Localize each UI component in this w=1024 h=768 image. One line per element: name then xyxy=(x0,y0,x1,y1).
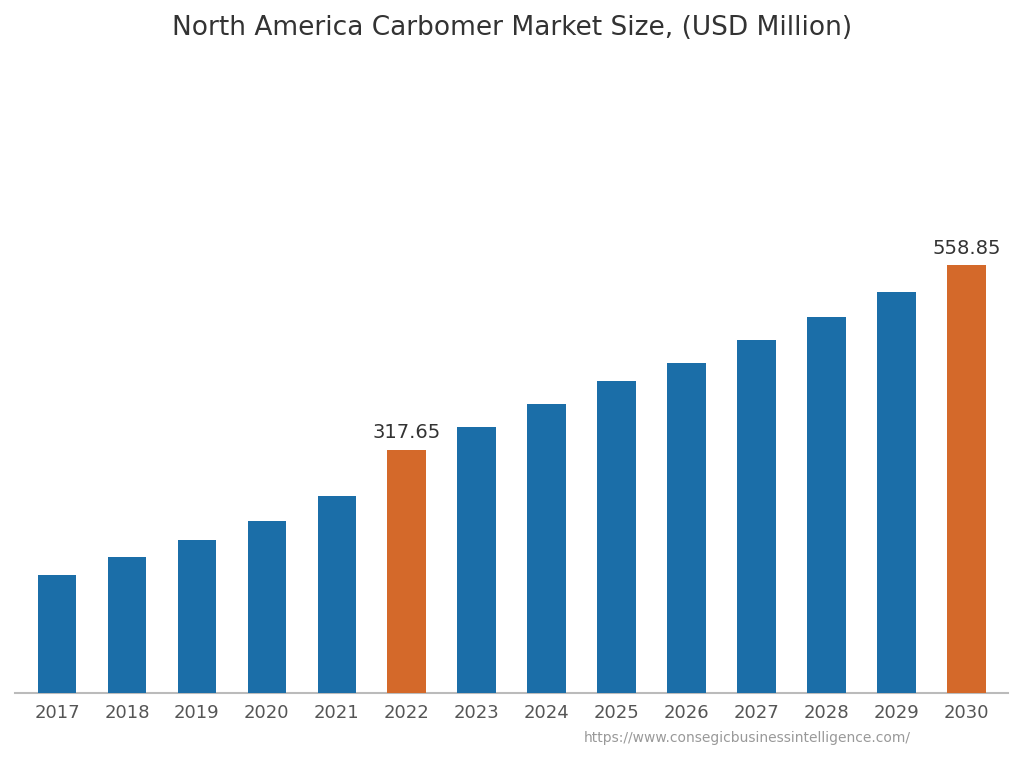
Title: North America Carbomer Market Size, (USD Million): North America Carbomer Market Size, (USD… xyxy=(172,15,852,41)
Text: https://www.consegicbusinessintelligence.com/: https://www.consegicbusinessintelligence… xyxy=(584,731,911,745)
Bar xyxy=(387,450,426,694)
Bar xyxy=(248,521,286,694)
Bar xyxy=(947,266,985,694)
Bar xyxy=(177,540,216,694)
Bar xyxy=(597,381,636,694)
Bar xyxy=(317,495,356,694)
Text: 317.65: 317.65 xyxy=(373,423,441,442)
Bar xyxy=(878,292,915,694)
Bar xyxy=(527,404,566,694)
Bar xyxy=(38,574,76,694)
Bar xyxy=(807,316,846,694)
Text: 558.85: 558.85 xyxy=(932,239,1000,258)
Bar xyxy=(737,339,776,694)
Bar xyxy=(668,362,706,694)
Bar xyxy=(458,427,496,694)
Bar xyxy=(108,557,146,694)
